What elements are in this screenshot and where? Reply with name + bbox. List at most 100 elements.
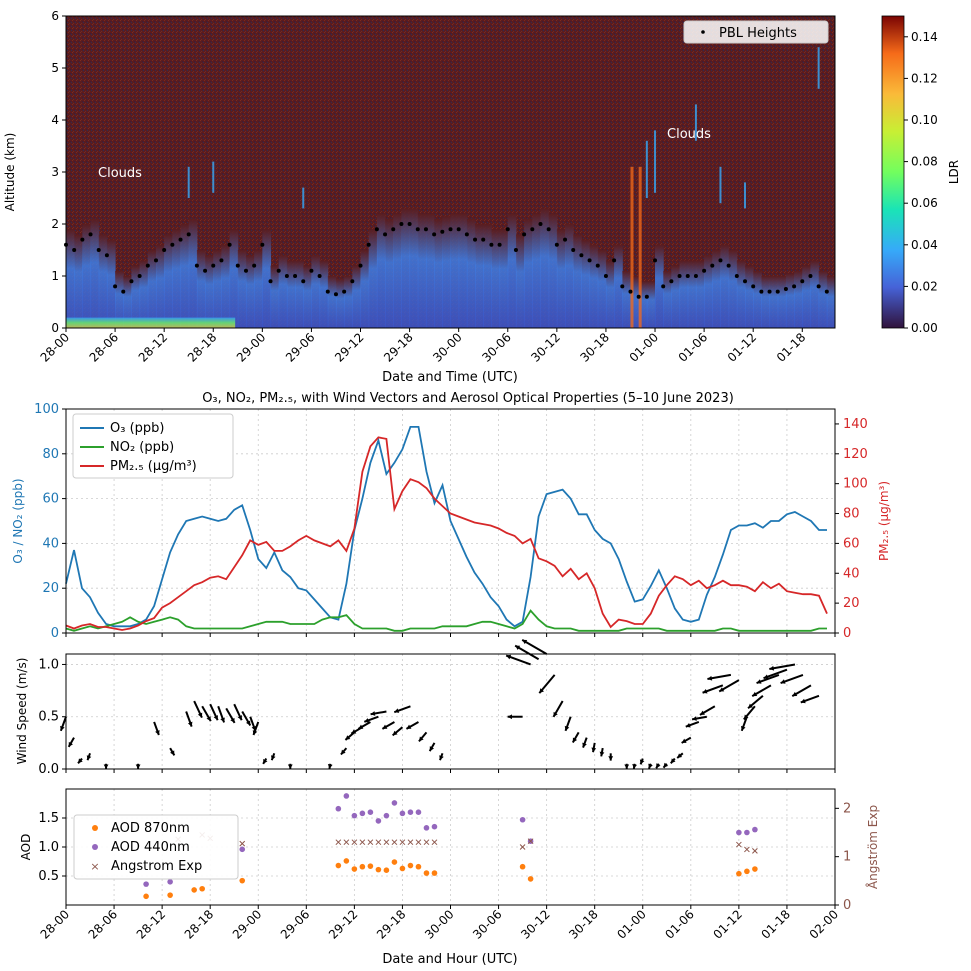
clouds-annotation-2: Clouds bbox=[667, 127, 711, 142]
lidar-x-tick-label: 01-06 bbox=[676, 330, 711, 365]
pbl-point bbox=[72, 248, 77, 252]
wind-vector bbox=[751, 684, 772, 698]
wind-vector-head bbox=[506, 654, 512, 660]
angstrom-point bbox=[391, 839, 398, 846]
aerosol-column bbox=[581, 239, 591, 328]
wind-panel: 0.0 0.5 1.0 Wind Speed (m/s) bbox=[15, 639, 836, 777]
aerosol-column bbox=[98, 234, 108, 328]
aerosol-column bbox=[458, 213, 468, 328]
gases-y-tick-label-right: 0 bbox=[843, 626, 851, 641]
pbl-point bbox=[80, 237, 85, 242]
lidar-y-tick-label: 3 bbox=[51, 165, 59, 179]
gases-y-tick-label: 40 bbox=[42, 536, 59, 551]
aod-x-tick-label: 01-06 bbox=[662, 907, 697, 942]
wind-vector bbox=[270, 752, 276, 761]
aerosol-column bbox=[196, 250, 206, 328]
aod-x-tick-label: 02-00 bbox=[807, 907, 842, 942]
angstrom-mark bbox=[407, 839, 414, 846]
aod440-point bbox=[143, 881, 149, 887]
aod440-point bbox=[239, 846, 246, 853]
angstrom-point bbox=[407, 839, 414, 846]
gases-y-tick-label-right: 100 bbox=[843, 477, 868, 492]
colorbar-tick-label: 0.10 bbox=[911, 113, 938, 127]
aerosol-column bbox=[205, 255, 214, 328]
lidar-y-tick-label: 4 bbox=[51, 113, 59, 127]
aod440-point bbox=[415, 809, 422, 815]
wind-vector-head bbox=[439, 755, 444, 761]
pbl-point bbox=[309, 268, 314, 273]
aod870-point bbox=[752, 866, 758, 872]
wind-vector-shaft bbox=[514, 644, 540, 661]
aerosol-column bbox=[213, 250, 222, 328]
aerosol-column bbox=[704, 255, 713, 328]
no2-line bbox=[65, 609, 827, 632]
aod-x-tick-label: 30-06 bbox=[470, 907, 505, 942]
angstrom-point bbox=[431, 839, 438, 846]
wind-vector-head bbox=[769, 665, 775, 671]
aerosol-column bbox=[589, 244, 599, 328]
aod-y-tick-label: 1.5 bbox=[38, 811, 59, 826]
aod-x-tick-label: 28-06 bbox=[86, 907, 121, 942]
aerosol-column bbox=[327, 276, 337, 328]
wind-vector bbox=[59, 716, 67, 732]
wind-vectors bbox=[59, 639, 820, 769]
wind-vector bbox=[225, 707, 236, 724]
pbl-point bbox=[489, 242, 494, 247]
pbl-point bbox=[383, 232, 388, 237]
aod-y-tick-label-right: 0 bbox=[843, 898, 851, 913]
wind-vector bbox=[505, 654, 531, 666]
pbl-point bbox=[96, 248, 101, 252]
wind-vector bbox=[769, 663, 796, 671]
aod440-point bbox=[752, 826, 758, 833]
aerosol-column bbox=[499, 229, 509, 328]
wind-vector bbox=[702, 684, 724, 694]
wind-vector bbox=[405, 721, 419, 730]
aerosol-column bbox=[295, 260, 304, 328]
gases-y-tick-label: 60 bbox=[42, 492, 59, 507]
pbl-point bbox=[702, 268, 707, 273]
aerosol-column bbox=[524, 218, 533, 328]
lidar-x-tick-label: 28-06 bbox=[87, 330, 122, 365]
pbl-point bbox=[170, 242, 175, 247]
pbl-point bbox=[153, 258, 158, 263]
aerosol-column bbox=[450, 213, 460, 328]
wind-vector-head bbox=[707, 675, 713, 681]
aerosol-column bbox=[417, 213, 427, 328]
wind-vector-head bbox=[564, 725, 570, 731]
pbl-point bbox=[685, 274, 690, 278]
pbl-point bbox=[317, 274, 322, 278]
gases-y-tick-label: 100 bbox=[34, 402, 59, 417]
o3-line bbox=[65, 425, 827, 628]
aerosol-column bbox=[164, 234, 173, 328]
wind-vector-head bbox=[507, 714, 512, 720]
wind-vector-head bbox=[135, 764, 141, 769]
wind-vector bbox=[217, 705, 226, 723]
wind-vector-head bbox=[86, 755, 92, 761]
pm25-line bbox=[65, 436, 828, 631]
pbl-points bbox=[64, 222, 829, 299]
wind-vector bbox=[780, 673, 804, 684]
aerosol-column bbox=[769, 276, 779, 328]
aod-x-tick-label: 01-12 bbox=[710, 907, 745, 942]
wind-vector bbox=[591, 742, 597, 753]
angstrom-point bbox=[343, 839, 350, 846]
aerosol-column bbox=[278, 255, 288, 328]
aerosol-column bbox=[679, 260, 689, 328]
wind-vector-head bbox=[340, 749, 346, 755]
wind-vector-head bbox=[572, 737, 578, 743]
legend-pbl-label: PBL Heights bbox=[719, 26, 797, 41]
wind-vector bbox=[685, 721, 700, 728]
angstrom-mark bbox=[351, 839, 358, 846]
pbl-point bbox=[440, 229, 445, 234]
angstrom-mark bbox=[431, 839, 438, 846]
legend-angstrom: Angstrom Exp bbox=[111, 859, 202, 874]
wind-vector bbox=[743, 705, 756, 721]
pbl-point bbox=[243, 268, 248, 273]
lidar-x-tick-label: 30-06 bbox=[479, 330, 514, 365]
wind-vector bbox=[67, 737, 75, 748]
angstrom-mark bbox=[335, 839, 342, 846]
aod870-point bbox=[351, 866, 358, 872]
aerosol-column bbox=[409, 208, 419, 328]
aod-x-tick-label: 28-12 bbox=[134, 907, 169, 942]
